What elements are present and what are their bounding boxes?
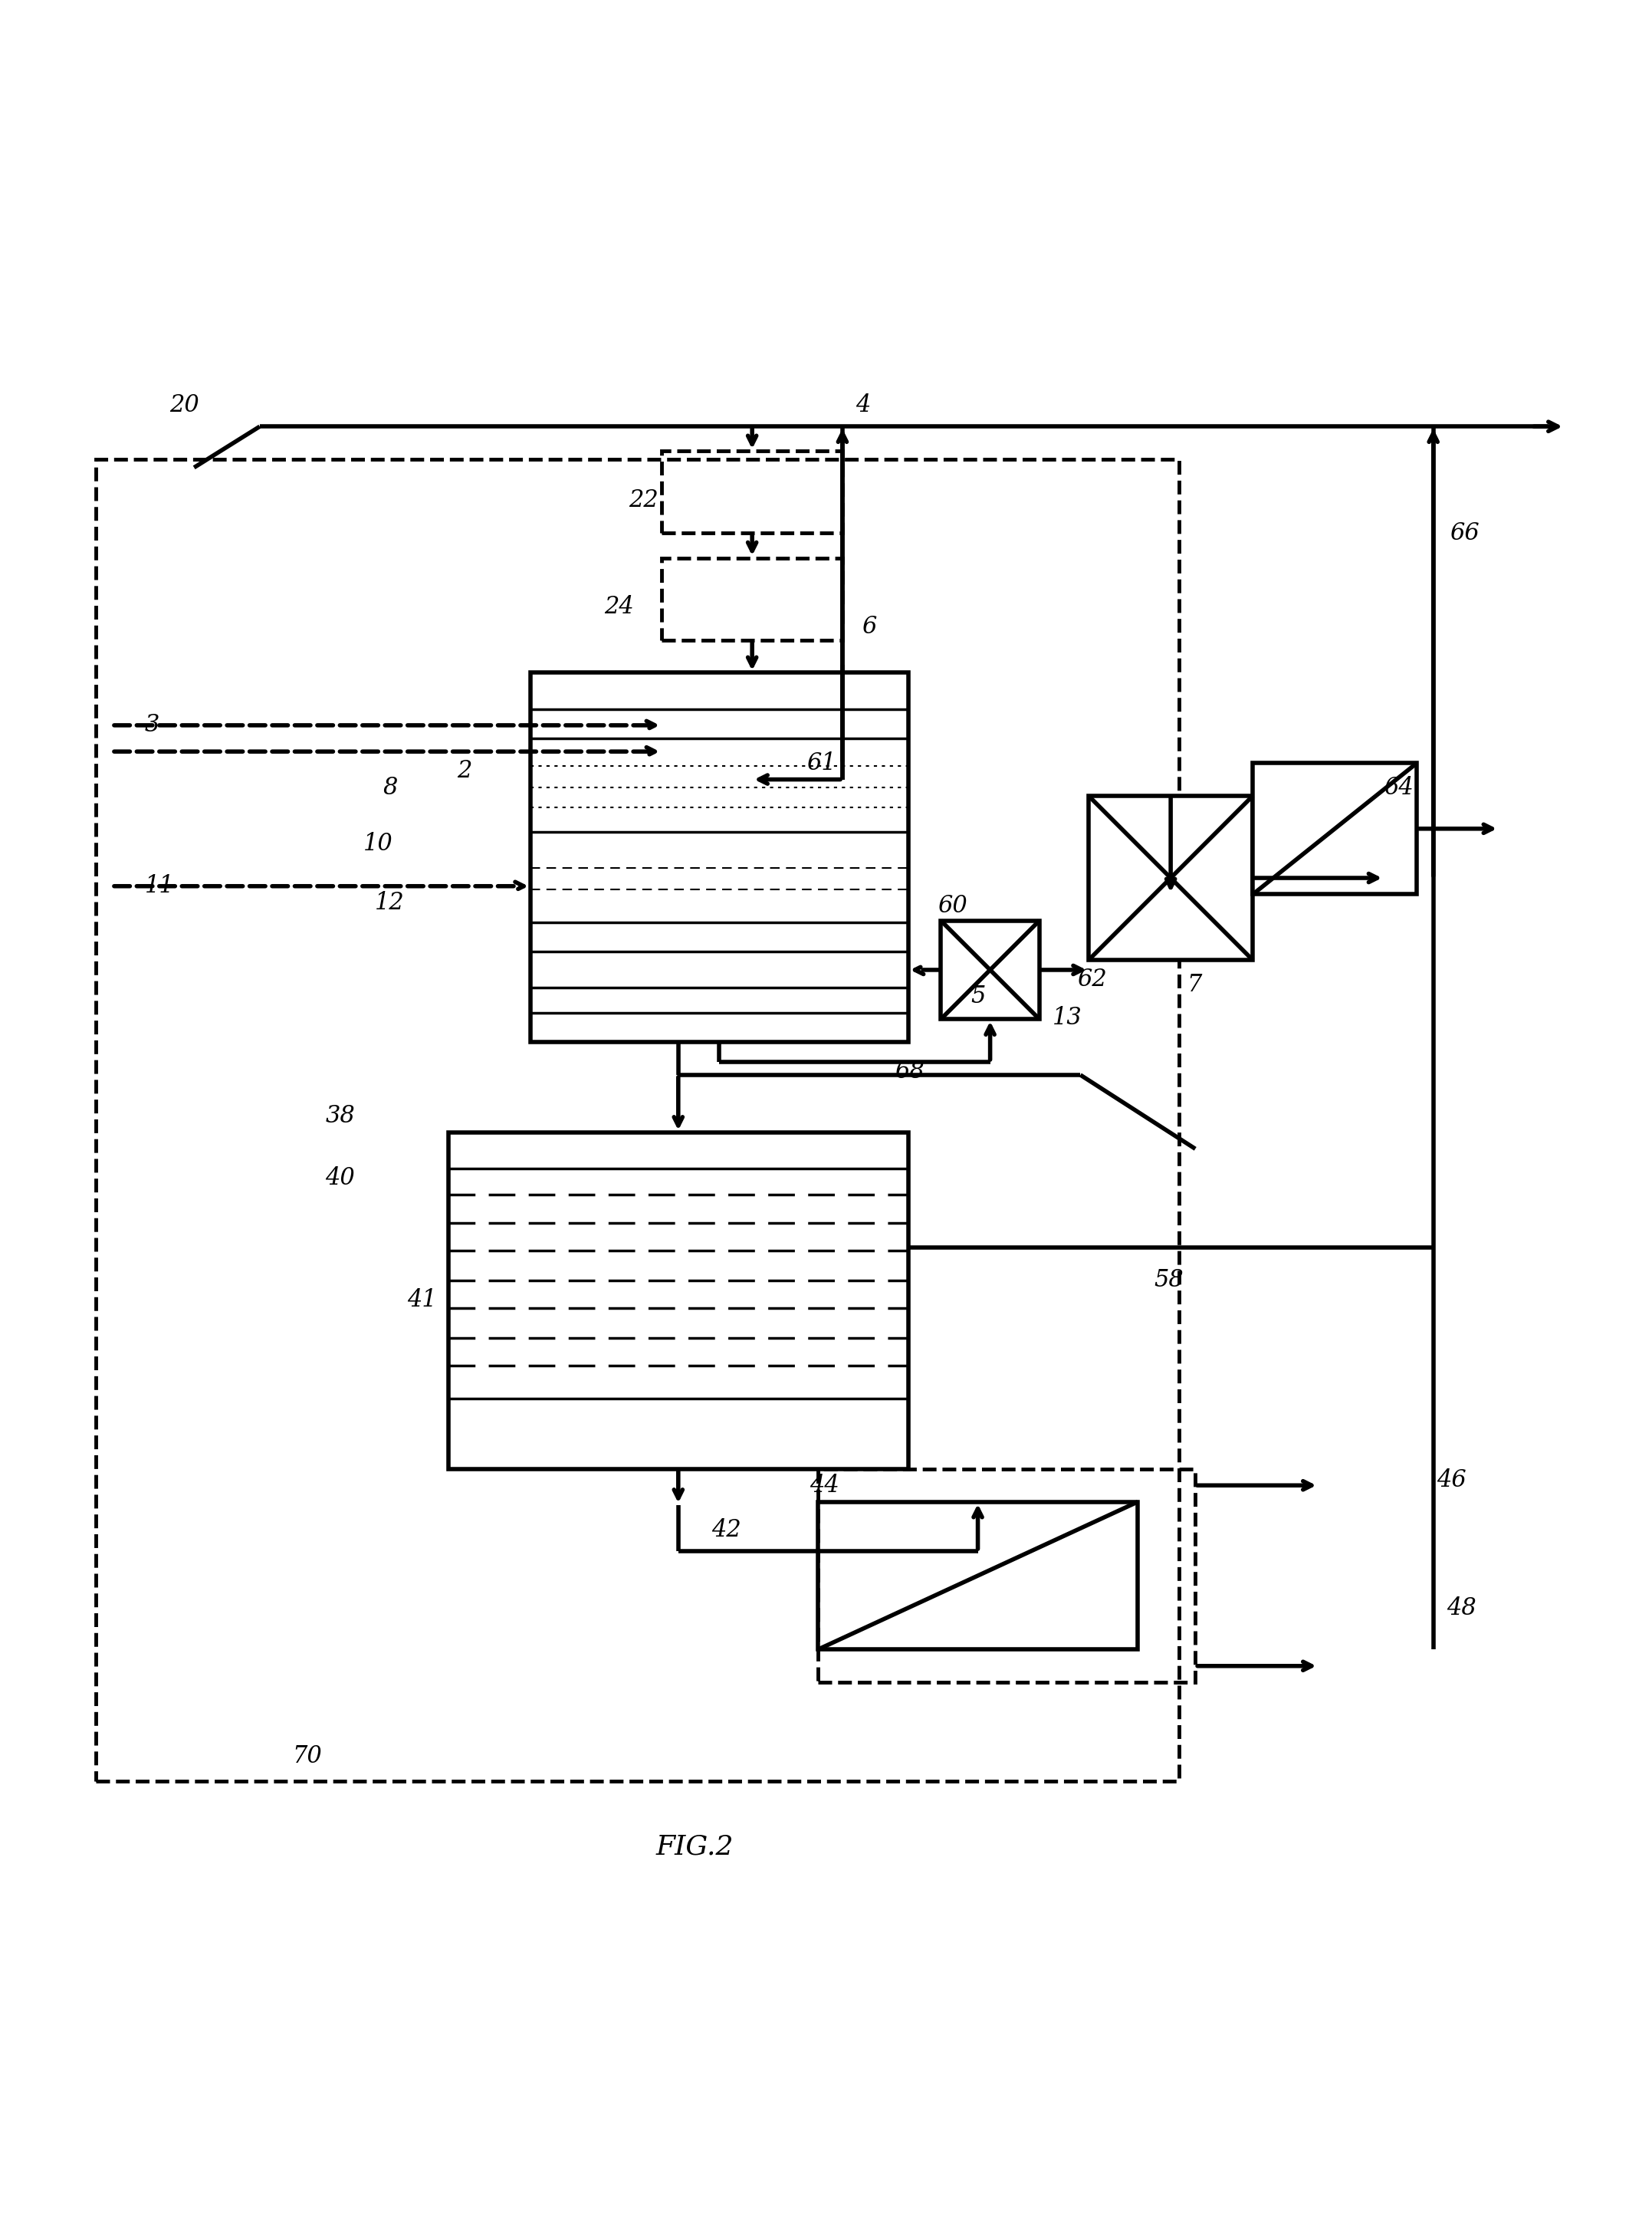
Text: 58: 58	[1155, 1268, 1184, 1292]
Bar	[942, 920, 1039, 1020]
Text: FIG.2: FIG.2	[656, 1832, 733, 1859]
Bar	[1252, 763, 1417, 895]
Text: 41: 41	[408, 1288, 438, 1312]
Text: 8: 8	[383, 777, 398, 799]
Bar	[1089, 797, 1252, 960]
Text: 46: 46	[1437, 1469, 1467, 1493]
Text: 4: 4	[856, 393, 871, 417]
Bar	[818, 1502, 1138, 1649]
Text: 13: 13	[1052, 1007, 1082, 1029]
Bar	[818, 1469, 1196, 1683]
Bar	[448, 1132, 909, 1469]
Text: 22: 22	[629, 489, 659, 513]
Text: 60: 60	[938, 895, 968, 917]
Text: 61: 61	[806, 752, 836, 775]
Text: 70: 70	[292, 1745, 322, 1768]
Bar	[530, 672, 909, 1042]
Text: 12: 12	[375, 891, 405, 915]
Bar	[662, 558, 843, 641]
Text: 20: 20	[170, 393, 200, 417]
Text: 44: 44	[809, 1473, 839, 1498]
Text: 2: 2	[456, 759, 471, 783]
Text: 38: 38	[325, 1105, 355, 1127]
Text: 48: 48	[1447, 1596, 1477, 1620]
Text: 3: 3	[145, 714, 160, 737]
Text: 42: 42	[710, 1518, 740, 1542]
Bar	[662, 451, 843, 533]
Bar	[96, 460, 1180, 1781]
Text: 6: 6	[862, 614, 877, 638]
Text: 64: 64	[1384, 777, 1414, 799]
Text: 40: 40	[325, 1167, 355, 1190]
Text: 11: 11	[145, 875, 175, 897]
Text: 62: 62	[1077, 969, 1107, 991]
Text: 10: 10	[363, 833, 393, 855]
Text: 5: 5	[970, 984, 985, 1009]
Text: 24: 24	[605, 596, 634, 618]
Text: 66: 66	[1450, 522, 1480, 545]
Text: 7: 7	[1188, 973, 1203, 995]
Text: 68: 68	[895, 1060, 925, 1083]
